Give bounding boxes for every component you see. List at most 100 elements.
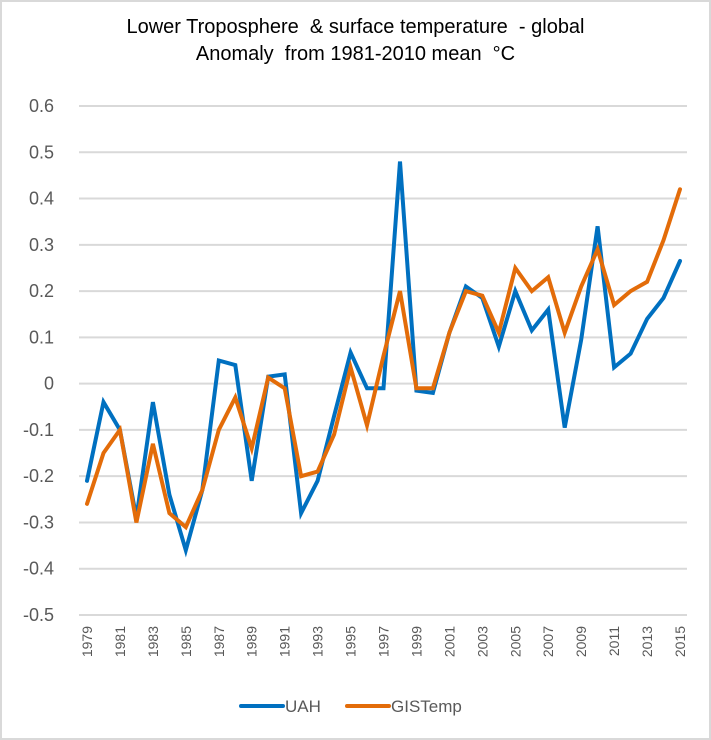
chart-subtitle: Anomaly from 1981-2010 mean °C bbox=[195, 43, 516, 65]
x-tick-label: 2003 bbox=[474, 626, 490, 657]
data-point-uah-1980 bbox=[101, 400, 105, 404]
data-point-uah-2008 bbox=[563, 426, 567, 430]
data-point-uah-2013 bbox=[645, 317, 649, 321]
y-tick-label: 0.5 bbox=[29, 142, 54, 162]
data-point-uah-2014 bbox=[662, 296, 666, 300]
legend-item-gistemp: GISTemp bbox=[345, 697, 462, 716]
y-tick-label: -0.2 bbox=[23, 466, 54, 486]
legend-label: UAH bbox=[285, 697, 321, 716]
series-line-gistemp bbox=[85, 187, 682, 531]
data-point-gistemp-2013 bbox=[645, 280, 649, 284]
data-point-gistemp-2005 bbox=[513, 266, 517, 270]
data-point-gistemp-1996 bbox=[365, 423, 369, 427]
x-tick-label: 1979 bbox=[79, 626, 95, 657]
x-tick-label: 2015 bbox=[672, 626, 688, 657]
data-point-gistemp-1988 bbox=[233, 396, 237, 400]
data-point-uah-1984 bbox=[167, 493, 171, 497]
data-point-gistemp-1993 bbox=[316, 470, 320, 474]
data-point-uah-1985 bbox=[184, 548, 188, 552]
data-point-uah-1994 bbox=[332, 414, 336, 418]
data-point-gistemp-1982 bbox=[134, 520, 138, 524]
x-tick-label: 2005 bbox=[507, 626, 523, 657]
data-point-uah-2010 bbox=[596, 224, 600, 228]
data-point-gistemp-1985 bbox=[184, 525, 188, 529]
x-tick-label: 2011 bbox=[606, 626, 622, 656]
x-tick-label: 1991 bbox=[277, 626, 293, 657]
y-tick-label: 0 bbox=[44, 374, 54, 394]
series-lines bbox=[85, 161, 682, 558]
chart-title-block: Lower Troposphere & surface temperature … bbox=[0, 14, 711, 68]
data-point-gistemp-2006 bbox=[530, 289, 534, 293]
data-point-gistemp-2008 bbox=[563, 331, 567, 335]
data-point-uah-2011 bbox=[612, 365, 616, 369]
data-point-gistemp-1990 bbox=[266, 376, 270, 380]
data-point-gistemp-1987 bbox=[217, 428, 221, 432]
data-point-gistemp-2002 bbox=[464, 289, 468, 293]
x-tick-label: 1993 bbox=[310, 626, 326, 657]
data-point-gistemp-2004 bbox=[497, 331, 501, 335]
x-tick-label: 2007 bbox=[540, 626, 556, 657]
y-tick-label: -0.1 bbox=[23, 420, 54, 440]
y-tick-label: 0.4 bbox=[29, 189, 54, 209]
chart-title: Lower Troposphere & surface temperature … bbox=[126, 16, 585, 38]
data-point-gistemp-1997 bbox=[382, 354, 386, 358]
x-tick-label: 1983 bbox=[145, 626, 161, 657]
data-point-uah-1991 bbox=[283, 372, 287, 376]
data-point-uah-1997 bbox=[382, 386, 386, 390]
data-point-gistemp-1999 bbox=[414, 386, 418, 390]
data-point-gistemp-1986 bbox=[200, 488, 204, 492]
x-tick-label: 1995 bbox=[343, 626, 359, 657]
data-point-gistemp-2009 bbox=[579, 284, 583, 288]
legend-item-uah: UAH bbox=[239, 697, 321, 716]
data-point-uah-1983 bbox=[151, 400, 155, 404]
data-point-uah-2005 bbox=[513, 289, 517, 293]
data-point-gistemp-2012 bbox=[629, 289, 633, 293]
x-tick-label: 1981 bbox=[112, 626, 128, 657]
data-point-uah-2007 bbox=[546, 308, 550, 312]
data-point-uah-2009 bbox=[579, 338, 583, 342]
data-point-gistemp-1983 bbox=[151, 442, 155, 446]
data-point-uah-2004 bbox=[497, 345, 501, 349]
data-point-gistemp-1980 bbox=[101, 451, 105, 455]
x-axis-ticks: 1979 1981 1983 1985 1987 1989 1991 1993 1995 1997… bbox=[79, 626, 688, 657]
data-point-uah-2012 bbox=[629, 352, 633, 356]
x-tick-label: 1989 bbox=[244, 626, 260, 657]
data-point-gistemp-2003 bbox=[480, 294, 484, 298]
data-point-uah-1996 bbox=[365, 386, 369, 390]
y-tick-label: -0.5 bbox=[23, 605, 54, 625]
legend: UAH GISTemp bbox=[239, 697, 462, 716]
data-point-gistemp-1994 bbox=[332, 433, 336, 437]
data-point-gistemp-2000 bbox=[431, 386, 435, 390]
data-point-uah-1993 bbox=[316, 479, 320, 483]
x-tick-label: 2009 bbox=[573, 626, 589, 657]
data-point-gistemp-1989 bbox=[250, 446, 254, 450]
data-point-gistemp-1991 bbox=[283, 386, 287, 390]
data-point-uah-2000 bbox=[431, 391, 435, 395]
data-point-gistemp-1979 bbox=[85, 502, 89, 506]
y-tick-label: -0.3 bbox=[23, 512, 54, 532]
x-tick-label: 1987 bbox=[211, 626, 227, 657]
data-point-gistemp-2015 bbox=[678, 187, 682, 191]
y-tick-label: 0.6 bbox=[29, 96, 54, 116]
x-tick-label: 2001 bbox=[441, 626, 457, 657]
data-point-gistemp-1992 bbox=[299, 474, 303, 478]
data-point-gistemp-2011 bbox=[612, 303, 616, 307]
y-tick-label: -0.4 bbox=[23, 559, 54, 579]
data-point-gistemp-1995 bbox=[349, 365, 353, 369]
series-gistemp bbox=[85, 187, 682, 531]
data-point-gistemp-2014 bbox=[662, 238, 666, 242]
data-point-gistemp-2010 bbox=[596, 247, 600, 251]
data-point-uah-1988 bbox=[233, 363, 237, 367]
data-point-uah-1989 bbox=[250, 479, 254, 483]
y-tick-label: 0.2 bbox=[29, 281, 54, 301]
data-point-uah-2002 bbox=[464, 284, 468, 288]
x-tick-label: 1999 bbox=[408, 626, 424, 657]
data-point-uah-1979 bbox=[85, 479, 89, 483]
series-line-uah bbox=[85, 161, 682, 558]
data-point-gistemp-2007 bbox=[546, 275, 550, 279]
y-tick-label: 0.1 bbox=[29, 327, 54, 347]
y-tick-label: 0.3 bbox=[29, 235, 54, 255]
data-point-uah-2015 bbox=[678, 259, 682, 263]
